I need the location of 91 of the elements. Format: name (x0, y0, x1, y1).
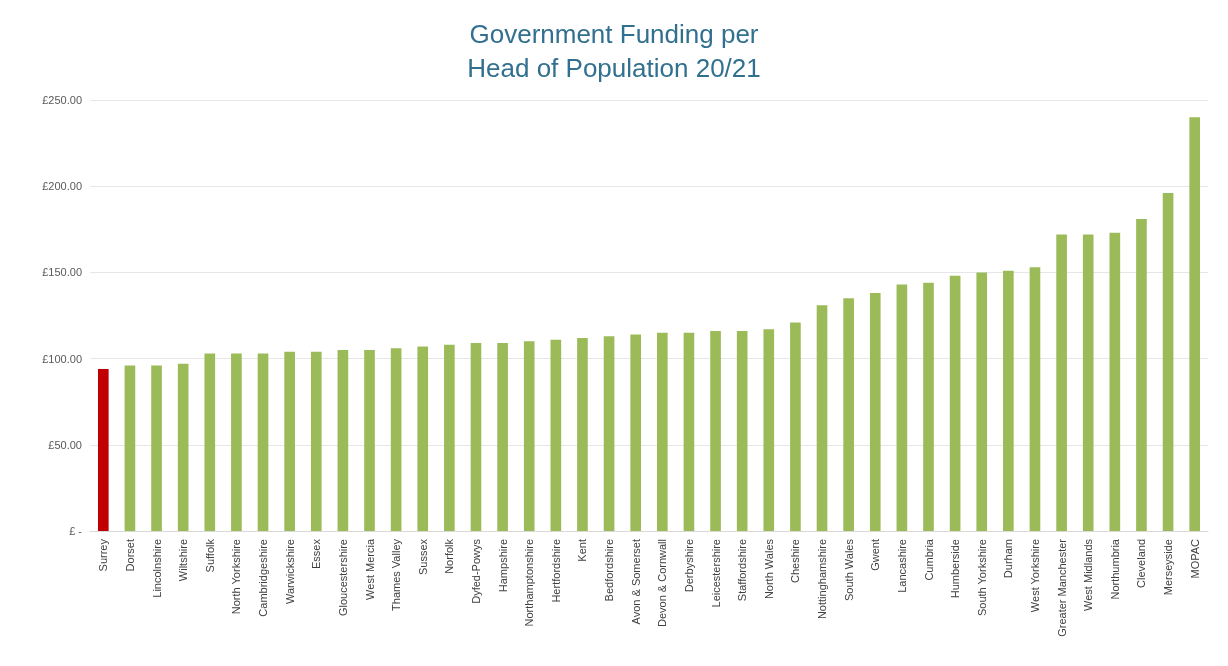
bar (444, 344, 455, 531)
bar (257, 353, 269, 531)
x-tick-label: Surrey (97, 538, 110, 572)
x-tick-label: West Yorkshire (1028, 539, 1041, 613)
bar (1056, 234, 1067, 531)
bar (310, 351, 322, 531)
bar (1189, 117, 1201, 531)
bar (790, 322, 801, 531)
x-tick-label: Warwickshire (283, 539, 296, 604)
bar (656, 332, 668, 531)
x-tick-label: Cheshire (789, 539, 802, 584)
bar (204, 353, 216, 531)
bar (896, 284, 908, 531)
x-tick-label: West Mercia (363, 538, 376, 600)
bar (523, 341, 535, 531)
x-tick-label: Greater Manchester (1055, 538, 1068, 637)
x-tick-label: Kent (576, 539, 589, 562)
bar (603, 336, 615, 531)
x-tick-label: Hampshire (496, 539, 509, 593)
bar (869, 293, 881, 531)
x-tick-label: MOPAC (1188, 538, 1201, 579)
x-tick-label: Durham (1002, 539, 1015, 579)
y-tick-label: £50.00 (48, 438, 82, 451)
bar (1136, 218, 1147, 531)
bar (470, 343, 482, 531)
x-tick-label: Northumbria (1108, 538, 1121, 600)
bar (284, 351, 295, 531)
bar (364, 349, 375, 531)
bar (97, 368, 109, 531)
x-tick-label: Gwent (869, 539, 882, 571)
bar (151, 365, 162, 531)
bar (1109, 232, 1121, 531)
x-tick-label: Merseyside (1162, 539, 1175, 596)
bar (1082, 234, 1094, 531)
y-tick-label: £100.00 (42, 352, 82, 365)
bar (497, 343, 508, 531)
x-tick-label: Norfolk (443, 538, 456, 574)
x-tick-label: South Yorkshire (975, 539, 988, 617)
x-tick-label: North Wales (762, 538, 775, 600)
x-tick-label: Humberside (949, 539, 962, 599)
x-tick-label: Northamptonshire (523, 539, 536, 627)
bar (550, 339, 562, 531)
x-tick-label: Cleveland (1135, 539, 1148, 588)
bar (949, 275, 961, 531)
bar (231, 353, 242, 531)
bar (337, 349, 349, 531)
y-tick-label: £250.00 (42, 94, 82, 106)
bar (736, 331, 748, 531)
bar (124, 365, 136, 531)
x-tick-label: Essex (310, 538, 323, 569)
x-tick-label: South Wales (842, 538, 855, 601)
y-tick-label: £200.00 (42, 180, 82, 193)
bar (1162, 193, 1174, 531)
x-tick-label: Cambridgeshire (257, 539, 270, 617)
x-tick-label: Lincolnshire (150, 539, 163, 598)
y-tick-label: £ - (69, 525, 83, 537)
bar (816, 305, 828, 531)
bar (976, 272, 988, 531)
x-tick-label: Wiltshire (177, 539, 190, 582)
bar (417, 346, 429, 531)
x-tick-label: Nottinghamshire (816, 539, 829, 620)
y-tick-label: £150.00 (42, 266, 82, 279)
x-tick-label: Hertfordshire (549, 539, 562, 603)
bar (630, 334, 642, 531)
x-tick-label: Avon & Somerset (629, 539, 642, 625)
x-tick-label: Cumbria (922, 538, 935, 581)
x-tick-label: Leicestershire (709, 539, 722, 608)
x-tick-label: North Yorkshire (230, 539, 243, 615)
chart-title: Government Funding per Head of Population 20/21 (467, 19, 761, 83)
x-tick-label: Dyfed-Powys (469, 538, 482, 604)
x-tick-label: Lancashire (895, 539, 908, 593)
bar (843, 298, 854, 531)
x-tick-label: Suffolk (203, 538, 216, 573)
x-tick-label: West Midlands (1082, 538, 1095, 611)
x-tick-label: Sussex (416, 538, 429, 576)
x-tick-label: Staffordshire (736, 539, 749, 602)
bar (710, 331, 721, 531)
bar (1003, 270, 1014, 531)
x-tick-label: Gloucestershire (336, 539, 349, 617)
bar (390, 348, 402, 531)
bar (763, 329, 775, 531)
x-tick-label: Bedfordshire (603, 539, 616, 602)
bar (923, 282, 934, 531)
bar (1029, 267, 1041, 531)
x-tick-label: Thames Valley (390, 538, 403, 611)
bar (177, 363, 189, 531)
bar (577, 337, 588, 531)
bar (683, 332, 695, 531)
x-tick-label: Dorset (123, 539, 136, 572)
x-tick-label: Devon & Cornwall (656, 539, 669, 628)
x-tick-label: Derbyshire (682, 539, 695, 593)
